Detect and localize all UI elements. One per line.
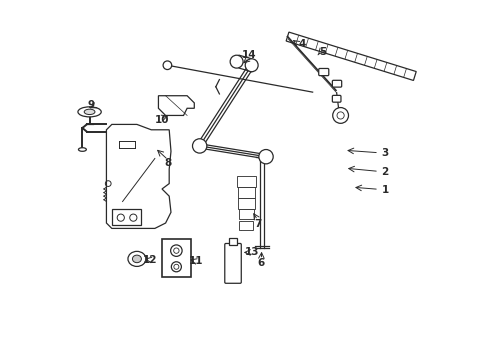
Bar (237, 187, 255, 198)
Text: 8: 8 (164, 158, 172, 168)
Ellipse shape (78, 148, 86, 151)
Ellipse shape (78, 107, 101, 117)
Text: 13: 13 (244, 247, 259, 257)
Text: 14: 14 (242, 50, 256, 60)
Ellipse shape (132, 255, 141, 263)
FancyBboxPatch shape (318, 68, 328, 76)
Circle shape (192, 139, 206, 153)
Ellipse shape (170, 245, 182, 256)
Bar (239, 221, 253, 230)
FancyBboxPatch shape (332, 80, 341, 87)
Text: 10: 10 (155, 115, 169, 125)
Text: 1: 1 (381, 185, 388, 195)
Bar (228, 238, 237, 244)
Ellipse shape (171, 262, 181, 272)
Text: 7: 7 (254, 219, 261, 229)
Bar (238, 198, 254, 209)
Text: 12: 12 (142, 255, 157, 265)
Bar (238, 209, 253, 220)
FancyBboxPatch shape (224, 243, 241, 283)
Ellipse shape (128, 251, 145, 266)
Circle shape (336, 112, 344, 119)
Text: 11: 11 (188, 256, 203, 266)
Bar (162, 239, 190, 277)
Polygon shape (106, 125, 171, 228)
Bar (112, 209, 140, 225)
Circle shape (258, 149, 273, 164)
Circle shape (332, 108, 348, 123)
Ellipse shape (84, 109, 95, 114)
Text: 5: 5 (318, 46, 325, 57)
Text: 6: 6 (257, 258, 264, 268)
Circle shape (163, 61, 171, 69)
Text: 9: 9 (87, 100, 94, 110)
Polygon shape (158, 96, 194, 116)
FancyBboxPatch shape (332, 95, 340, 102)
Text: 3: 3 (381, 148, 388, 158)
Text: 4: 4 (298, 39, 305, 49)
Polygon shape (285, 32, 415, 80)
Circle shape (244, 59, 258, 72)
Text: 2: 2 (381, 167, 388, 177)
Bar (237, 176, 255, 187)
Circle shape (230, 55, 243, 68)
